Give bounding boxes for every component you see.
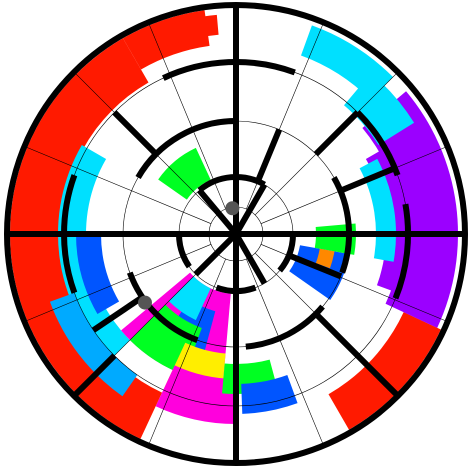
radial-wall xyxy=(197,188,239,236)
radial-wall xyxy=(233,232,268,285)
arc-wall xyxy=(277,233,296,273)
paint-splash xyxy=(158,147,211,200)
radial-wall xyxy=(112,110,159,157)
arc-wall xyxy=(392,203,412,300)
paint-splash xyxy=(328,312,441,430)
paint-splash xyxy=(9,38,163,439)
paint-splash xyxy=(49,292,138,397)
token-layer[interactable] xyxy=(137,201,240,310)
paint-splash xyxy=(160,14,219,47)
radial-wall xyxy=(255,128,283,183)
grid-spoke xyxy=(148,258,226,446)
arc-wall xyxy=(331,176,353,274)
paint-splash xyxy=(365,150,404,292)
grid-spoke xyxy=(148,22,226,210)
radial-wall xyxy=(91,294,144,333)
wall-layer xyxy=(4,2,468,466)
arc-wall xyxy=(175,233,192,269)
arc-wall xyxy=(162,59,296,81)
paint-splash xyxy=(241,374,298,414)
radial-wall xyxy=(71,353,117,399)
player-token[interactable] xyxy=(225,201,240,216)
grid-spoke xyxy=(24,146,212,224)
arc-wall xyxy=(135,118,237,180)
radial-wall xyxy=(233,183,268,236)
goal-token[interactable] xyxy=(137,295,152,310)
grid-spoke xyxy=(246,258,324,446)
radial-wall xyxy=(287,252,342,280)
radial-wall xyxy=(313,311,360,358)
grid-spoke xyxy=(24,244,212,322)
radial-wall xyxy=(313,110,360,157)
arc-wall xyxy=(197,173,266,193)
arc-wall xyxy=(245,304,325,350)
paint-splash xyxy=(168,276,211,321)
radial-wall xyxy=(193,231,239,277)
radial-wall xyxy=(355,353,401,399)
arc-wall xyxy=(126,271,199,344)
radial-wall xyxy=(339,165,397,194)
paint-splash xyxy=(315,248,335,269)
paint-splash xyxy=(76,234,120,314)
paint-splash xyxy=(300,25,393,100)
